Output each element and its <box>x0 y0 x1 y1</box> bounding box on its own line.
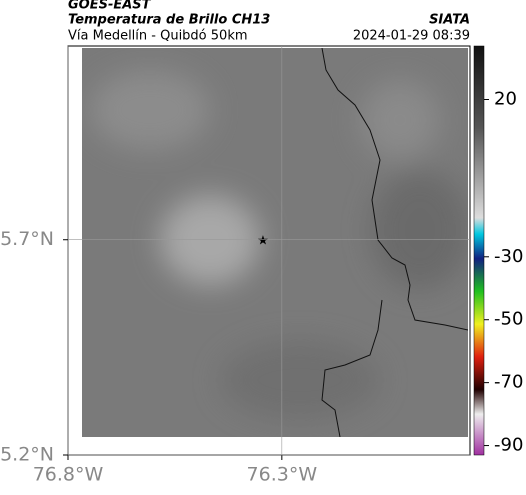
colorbar-tick-label: -70 <box>494 372 523 393</box>
satellite-image <box>82 48 468 437</box>
agency: SIATA <box>429 13 470 28</box>
y-tick-label: 5.7°N <box>0 228 54 250</box>
y-tick-label: 5.2°N <box>0 444 54 466</box>
product: Temperatura de Brillo CH13 <box>68 13 270 28</box>
timestamp: 2024-01-29 08:39 <box>353 29 470 44</box>
colorbar-tick-label: -90 <box>494 435 523 456</box>
colorbar-tick-label: -30 <box>494 246 523 267</box>
colorbar-tick-label: -50 <box>494 309 523 330</box>
location-marker: ★ <box>257 234 269 249</box>
colorbar <box>473 45 485 456</box>
x-tick-label: 76.8°W <box>33 464 104 486</box>
x-tick-label: 76.3°W <box>247 464 318 486</box>
colorbar-tick-label: 20 <box>494 88 517 109</box>
source: GOES-EAST <box>68 0 152 13</box>
subtitle: Vía Medellín - Quibdó 50km <box>68 29 248 44</box>
